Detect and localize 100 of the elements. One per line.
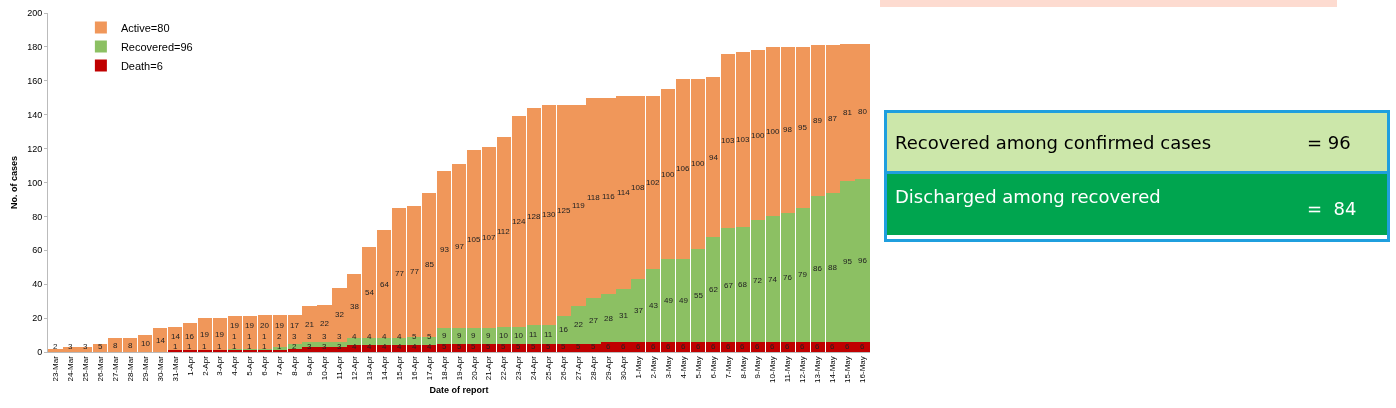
data-label: 4 <box>412 342 417 351</box>
data-label: 3 <box>322 332 327 341</box>
data-label: 4 <box>382 342 387 351</box>
data-label: 118 <box>587 193 601 202</box>
data-label: 20 <box>260 321 270 330</box>
data-label: 6 <box>726 342 731 351</box>
data-label: 4 <box>367 332 372 341</box>
data-label: 16 <box>185 332 195 341</box>
data-label: 124 <box>512 217 526 226</box>
data-label: 55 <box>694 291 704 300</box>
x-tick-label: 9-Apr <box>305 355 315 376</box>
x-axis-title: Date of report <box>429 384 489 395</box>
x-tick-label: 23-Mar <box>51 355 61 382</box>
data-label: 1 <box>173 342 178 351</box>
y-tick-label: 180 <box>27 42 43 53</box>
data-label: 95 <box>798 123 808 132</box>
y-tick-label: 100 <box>27 177 43 188</box>
data-label: 6 <box>681 342 686 351</box>
data-label: 1 <box>232 342 237 351</box>
y-tick-label: 60 <box>32 245 43 256</box>
data-label: 38 <box>350 302 360 311</box>
text: Recovered among confirmed cases <box>895 132 1212 153</box>
x-tick-label: 1-Apr <box>185 355 195 376</box>
x-tick-label: 12-May <box>798 356 808 383</box>
x-tick-label: 10-May <box>768 356 778 383</box>
x-tick-label: 14-May <box>828 356 838 383</box>
data-label: 5 <box>486 342 491 351</box>
data-label: 3 <box>337 332 342 341</box>
x-tick-label: 26-Mar <box>95 355 105 382</box>
data-label: 93 <box>440 245 450 254</box>
data-label: 5 <box>576 342 581 351</box>
y-tick-label: 0 <box>37 347 43 358</box>
data-label: 11 <box>529 330 538 339</box>
data-label: 19 <box>215 330 225 339</box>
data-label: 8 <box>128 341 133 350</box>
x-tick-label: 9-May <box>753 356 763 379</box>
data-label: 5 <box>427 332 432 341</box>
data-label: 4 <box>352 332 357 341</box>
data-label: 96 <box>858 256 868 265</box>
data-label: 5 <box>501 342 506 351</box>
data-label: 5 <box>412 332 417 341</box>
x-tick-label: 7-May <box>723 356 733 379</box>
x-tick-label: 15-Apr <box>394 355 404 381</box>
data-label: 130 <box>542 210 556 219</box>
y-tick-label: 80 <box>32 211 43 222</box>
data-label: 97 <box>455 242 465 251</box>
data-label: 10 <box>499 331 509 340</box>
data-label: 27 <box>589 316 599 325</box>
data-label: 1 <box>202 342 207 351</box>
x-tick-label: 7-Apr <box>275 355 285 376</box>
data-label: 114 <box>617 188 631 197</box>
data-label: 37 <box>634 306 644 315</box>
data-label: 6 <box>830 342 835 351</box>
data-label: 4 <box>397 342 402 351</box>
data-label: 3 <box>68 342 73 351</box>
data-label: 10 <box>141 339 151 348</box>
data-label: 62 <box>709 285 719 294</box>
x-tick-label: 16-May <box>858 356 868 383</box>
data-label: 4 <box>427 342 432 351</box>
x-tick-label: 26-Apr <box>559 355 569 381</box>
data-label: 112 <box>497 227 511 236</box>
data-label: 80 <box>858 107 868 116</box>
x-tick-label: 24-Apr <box>529 355 539 381</box>
x-tick-label: 25-Mar <box>80 355 90 382</box>
data-label: 108 <box>631 183 645 192</box>
data-label: 9 <box>486 331 491 340</box>
x-tick-label: 11-Apr <box>335 355 345 380</box>
data-label: 1 <box>247 342 252 351</box>
x-tick-label: 24-Mar <box>66 355 76 382</box>
data-label: 5 <box>98 342 103 351</box>
x-tick-label: 10-Apr <box>320 355 330 381</box>
y-axis-title: No. of cases <box>8 155 19 210</box>
x-tick-label: 21-Apr <box>484 355 494 381</box>
x-tick-label: 17-Apr <box>424 355 434 381</box>
data-label: 6 <box>785 342 790 351</box>
y-tick-label: 140 <box>27 109 43 120</box>
data-label: 4 <box>367 342 372 351</box>
data-label: 67 <box>724 281 734 290</box>
x-tick-label: 4-May <box>678 356 688 379</box>
data-label: 17 <box>290 321 300 330</box>
data-label: 105 <box>467 235 481 244</box>
data-label: 6 <box>755 342 760 351</box>
data-label: 103 <box>721 136 735 145</box>
data-label: 77 <box>410 267 420 276</box>
data-label: 94 <box>709 153 719 162</box>
data-label: 106 <box>676 164 690 173</box>
data-label: 19 <box>230 321 240 330</box>
x-tick-label: 30-Mar <box>155 355 165 382</box>
data-label: 16 <box>559 325 569 334</box>
data-label: 116 <box>602 192 616 201</box>
data-label: 6 <box>621 342 626 351</box>
data-label: 2 <box>277 332 282 341</box>
data-label: 76 <box>783 273 793 282</box>
x-tick-label: 3-May <box>663 356 673 379</box>
data-label: 1 <box>262 342 267 351</box>
data-label: 3 <box>292 332 297 341</box>
data-label: 1 <box>277 342 282 351</box>
data-label: 54 <box>365 288 375 297</box>
data-label: 3 <box>337 342 342 351</box>
data-label: 85 <box>425 260 435 269</box>
